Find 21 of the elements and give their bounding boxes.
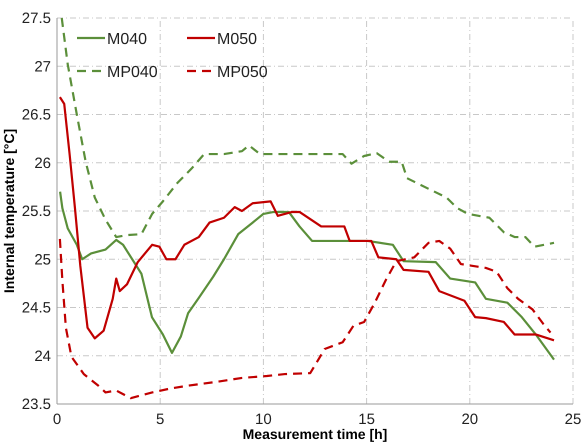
y-tick-label: 23.5 [22,396,51,413]
x-tick-label: 25 [564,411,582,428]
y-tick-label: 27.5 [22,10,51,27]
x-tick-label: 0 [52,411,62,428]
y-tick-label: 27 [34,58,51,76]
y-tick-label: 26.5 [22,106,51,124]
x-axis-title: Measurement time [h] [242,426,388,442]
y-axis-title: Internal temperature [°C] [1,128,17,294]
legend-label: MP040 [107,64,158,81]
legend-label: M040 [107,31,148,48]
y-tick-label: 26 [34,154,51,172]
x-tick-label: 10 [255,411,272,428]
y-tick-label: 24 [34,348,51,365]
x-tick-label: 15 [358,411,375,428]
legend-label: MP050 [217,64,268,81]
x-tick-label: 20 [461,411,478,428]
y-tick-label: 25.5 [22,203,51,220]
x-tick-label: 5 [156,411,164,428]
y-tick-label: 25 [34,251,51,268]
y-tick-label: 24.5 [22,300,51,316]
legend-label: M050 [217,31,258,48]
